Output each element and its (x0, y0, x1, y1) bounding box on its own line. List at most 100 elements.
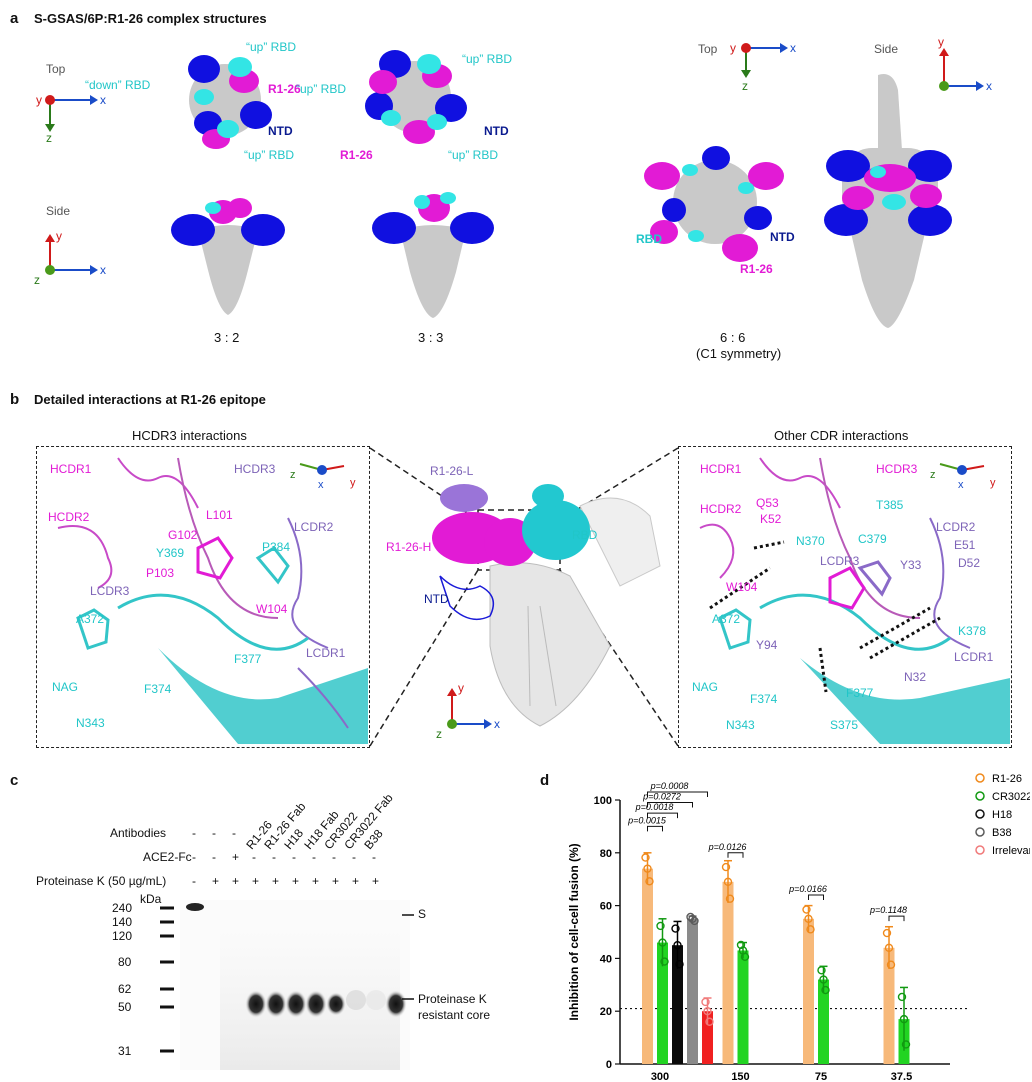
label-ntd-2: NTD (484, 124, 509, 138)
legend-label: Irrelevant Ab (992, 845, 1030, 857)
left-hcdr1: HCDR1 (50, 462, 92, 476)
marker-31: 31 (118, 1044, 132, 1058)
right-n343: N343 (726, 718, 755, 732)
replicate-point (701, 997, 710, 1007)
pk-sign-6: + (312, 874, 320, 888)
significance-bracket (808, 894, 824, 901)
center-ntd: NTD (424, 592, 449, 606)
replicate-point (673, 940, 682, 950)
row-label-ace2: ACE2-Fc (143, 850, 192, 864)
gel-band-lane10 (385, 990, 407, 1018)
right-box-title: Other CDR interactions (774, 428, 909, 443)
label-up-rbd-5: “up” RBD (448, 148, 499, 162)
significance-bracket (647, 791, 708, 797)
p-value-label: p=0.0015 (627, 815, 667, 825)
right-lcdr2: LCDR2 (936, 520, 976, 534)
pk-sign-3: + (252, 874, 260, 888)
ace2-sign-1: - (212, 850, 216, 864)
band-core-label-2: resistant core (418, 1008, 491, 1022)
panel-b-title: Detailed interactions at R1-26 epitope (34, 392, 266, 407)
replicate-point (897, 992, 907, 1002)
left-zoom-box (36, 446, 370, 748)
structure-33-top (365, 50, 467, 144)
label-down-rbd: “down” RBD (85, 78, 151, 92)
right-axis-y: y (990, 477, 996, 489)
gel-band-lane3 (245, 990, 267, 1018)
right-w104: W104 (726, 580, 758, 594)
gel-band-lane4 (265, 990, 287, 1018)
axis-z-text: z (46, 131, 52, 142)
right-axis-gizmo: z x y (930, 463, 996, 491)
right-c379: C379 (858, 532, 887, 546)
replicate-point (645, 877, 654, 886)
gel-band-lane6 (305, 990, 327, 1018)
left-lcdr3: LCDR3 (90, 584, 130, 598)
y-tick-label: 80 (600, 848, 612, 860)
axis-side-label-2: Side (874, 42, 899, 56)
left-a372: A372 (76, 612, 105, 626)
marker-240: 240 (112, 901, 133, 915)
replicate-point (656, 921, 665, 931)
right-nag: NAG (692, 680, 719, 694)
bar-cr3022 (818, 979, 829, 1064)
pk-sign-9: + (372, 874, 380, 888)
axis-top-label: Top (46, 62, 66, 76)
ace2-sign-2: + (232, 850, 240, 864)
right-k378: K378 (958, 624, 987, 638)
label-ntd-3: NTD (770, 230, 795, 244)
replicate-point (675, 960, 684, 969)
p-value-label: p=0.0272 (642, 792, 681, 802)
center-axis-gizmo: y x z (436, 682, 500, 741)
replicate-point (671, 924, 680, 933)
p-value-label: p=0.0008 (650, 781, 689, 791)
marker-62: 62 (118, 982, 132, 996)
structure-32-side (171, 198, 285, 315)
left-g102: G102 (168, 528, 198, 542)
center-axis-y: y (458, 682, 464, 695)
bar-r1-26 (803, 918, 814, 1064)
axis-side-label: Side (46, 204, 71, 218)
label-r1-26-1: R1-26 (268, 82, 301, 96)
legend-label: H18 (992, 809, 1012, 821)
caption-32: 3 : 2 (214, 330, 240, 345)
replicate-point (723, 877, 733, 887)
right-q53: Q53 (756, 496, 779, 510)
legend-marker (975, 791, 985, 801)
axis-y-text-4: y (938, 36, 944, 49)
replicate-point (882, 928, 892, 938)
left-y369: Y369 (156, 546, 185, 560)
legend-label: R1-26 (992, 773, 1022, 785)
replicate-point (821, 985, 830, 995)
replicate-point (721, 862, 731, 872)
axis-top-label-2: Top (698, 42, 718, 56)
p-value-label: p=0.0166 (788, 884, 827, 894)
bar-b38 (687, 918, 698, 1064)
panel-d-letter: d (540, 772, 550, 789)
panel-a-letter: a (10, 10, 19, 27)
replicate-point (658, 938, 667, 947)
right-k52: K52 (760, 512, 782, 526)
axis-gizmo-side-2: y x (938, 36, 992, 93)
kda-label: kDa (140, 892, 162, 906)
right-t385: T385 (876, 498, 904, 512)
legend-marker (975, 773, 985, 783)
center-r1-26-l: R1-26-L (430, 464, 474, 478)
significance-bracket (647, 802, 693, 808)
gel-band-lane5 (285, 990, 307, 1018)
replicate-point (690, 916, 699, 926)
marker-120: 120 (112, 929, 133, 943)
axis-y-text-3: y (730, 41, 736, 55)
y-tick-label: 100 (594, 795, 612, 807)
label-ntd-1: NTD (268, 124, 293, 138)
ace2-sign-0: - (192, 850, 196, 864)
fusion-bar-chart: 0 20 40 60 80 100 Inhibition of cell-cell fusi… (567, 773, 1030, 1080)
pk-sign-1: + (212, 874, 220, 888)
ab-sign-1: - (212, 826, 216, 840)
ab-sign-2: - (232, 826, 236, 840)
left-f377: F377 (234, 652, 262, 666)
right-lcdr3: LCDR3 (820, 554, 860, 568)
y-axis-label: Inhibition of cell-cell fusion (%) (567, 843, 581, 1020)
significance-bracket (888, 915, 905, 922)
replicate-point (641, 853, 650, 862)
right-hcdr2: HCDR2 (700, 502, 742, 516)
